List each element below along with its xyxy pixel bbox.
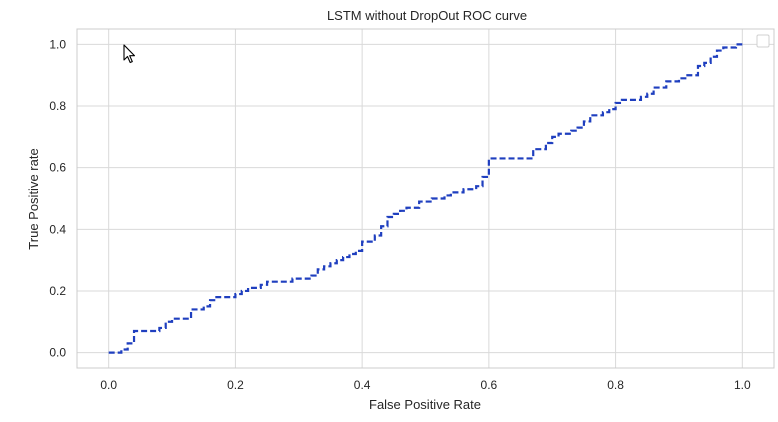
y-tick-label: 0.0 [49, 346, 66, 360]
y-tick-label: 1.0 [49, 37, 66, 51]
legend-box [756, 34, 770, 48]
x-axis-label: False Positive Rate [369, 397, 481, 412]
chart-title: LSTM without DropOut ROC curve [327, 8, 527, 23]
roc-curve-series [108, 43, 743, 354]
y-tick-label: 0.2 [49, 284, 66, 298]
x-tick-label: 0.8 [607, 378, 624, 392]
mouse-pointer-icon [123, 44, 136, 64]
x-tick-label: 0.0 [100, 378, 117, 392]
x-tick-label: 1.0 [734, 378, 751, 392]
y-axis-label: True Positive rate [26, 148, 41, 249]
plot-frame [76, 28, 775, 369]
x-tick-labels: 0.0 0.2 0.4 0.6 0.8 1.0 [100, 378, 751, 392]
y-tick-label: 0.8 [49, 99, 66, 113]
y-tick-labels: 0.0 0.2 0.4 0.6 0.8 1.0 [49, 37, 66, 359]
y-tick-label: 0.4 [49, 222, 66, 236]
grid-lines [77, 29, 774, 368]
x-tick-label: 0.4 [354, 378, 371, 392]
x-tick-label: 0.6 [481, 378, 498, 392]
y-tick-label: 0.6 [49, 161, 66, 175]
x-tick-label: 0.2 [227, 378, 244, 392]
